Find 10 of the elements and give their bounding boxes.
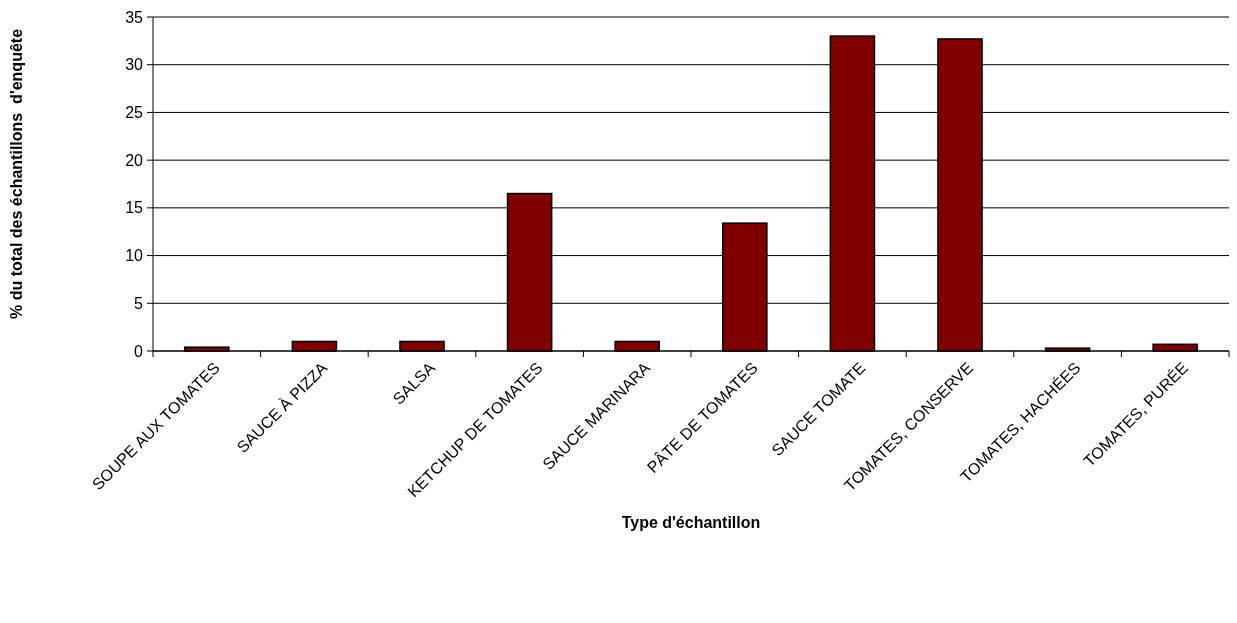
y-tick-label: 30 — [125, 56, 144, 74]
y-axis-title: % du total des échantillons d'enquête — [8, 28, 25, 320]
y-tick-label: 15 — [125, 199, 144, 217]
x-axis-title: Type d'échantillon — [621, 514, 761, 531]
y-tick-label: 0 — [134, 342, 144, 360]
y-tick-label: 25 — [125, 104, 144, 122]
y-tick-label: 10 — [125, 247, 144, 265]
y-tick-label: 5 — [134, 294, 144, 312]
y-tick-label: 35 — [125, 8, 144, 26]
y-tick-label: 20 — [125, 151, 144, 169]
